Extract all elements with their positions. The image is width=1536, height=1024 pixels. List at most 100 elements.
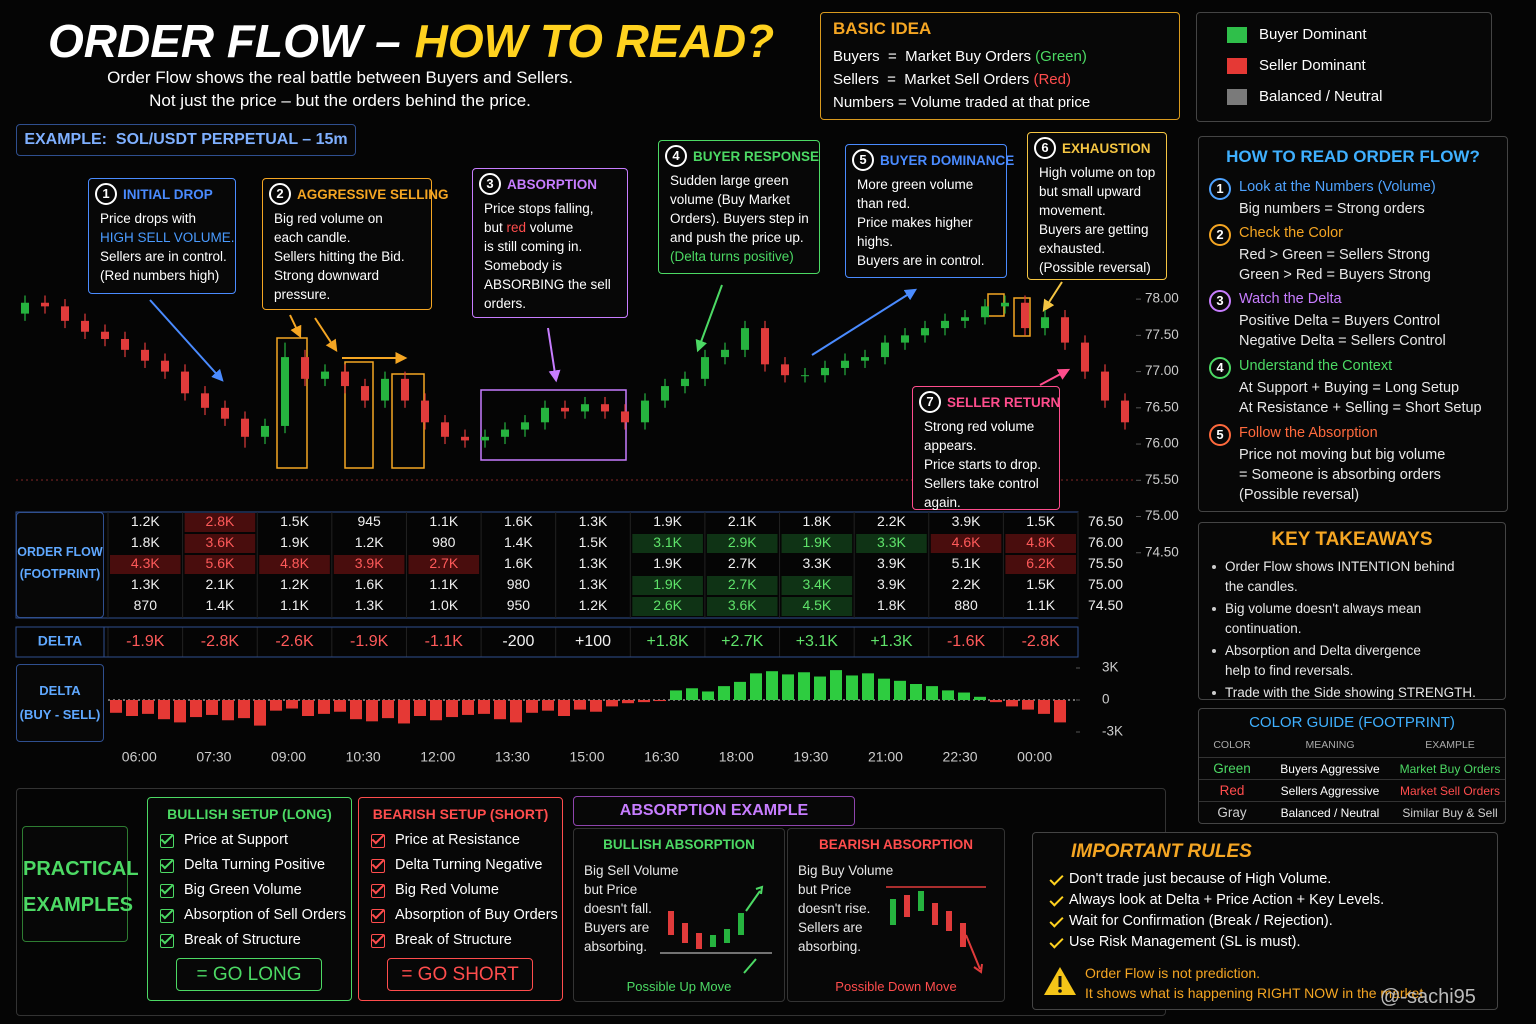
footprint-cell: 4.5K (802, 597, 831, 613)
candle-body (1041, 317, 1049, 329)
candle-body (901, 335, 909, 343)
cell-highlight (632, 576, 703, 595)
text-line: volume (Buy Market (670, 192, 791, 207)
candle-body (701, 357, 709, 379)
text-line: Price not moving but big volume (1239, 447, 1446, 463)
text-segment: Numbers = Volume traded at that price (833, 94, 1091, 111)
setup-item: Big Red Volume (395, 882, 499, 898)
absorption-subtitle: BULLISH ABSORPTION (603, 837, 755, 852)
candle-body (401, 378, 409, 401)
price-level: 75.00 (1088, 576, 1123, 592)
setup-result: = GO SHORT (387, 958, 533, 991)
text-line: Numbers = Volume traded at that price (833, 91, 1090, 114)
setup-item: Big Green Volume (184, 882, 302, 898)
text-line: Order Flow shows the real battle between… (107, 68, 573, 87)
candle-body (681, 378, 689, 387)
annotation-title: BUYER RESPONSE (693, 149, 820, 164)
candle-body (21, 302, 29, 314)
step-title: Look at the Numbers (Volume) (1239, 179, 1436, 195)
text-segment: (Red) (1033, 71, 1071, 88)
legend-swatch (1227, 58, 1247, 74)
footprint-cell: 3.9K (952, 513, 981, 529)
delta-bar (1006, 700, 1018, 707)
delta-bar (446, 700, 458, 718)
delta-bar (974, 696, 986, 700)
candle-body (861, 357, 869, 361)
candle-body (461, 436, 469, 441)
text-line: Orders). Buyers step in (670, 211, 809, 226)
y-tick-label: -3K (1102, 724, 1123, 739)
footprint-cell: 1.6K (504, 555, 533, 571)
candle-body (421, 400, 429, 423)
zone (480, 389, 627, 461)
annotation-lines: High volume on top but small upward moveme… (1039, 163, 1155, 277)
text-line: Price drops with (100, 211, 197, 226)
setup-item: Delta Turning Negative (395, 857, 543, 873)
candle-body (141, 349, 149, 361)
footprint-cell: 1.8K (877, 597, 906, 613)
bullet (1212, 649, 1216, 653)
y-tick-label: 0 (1102, 692, 1110, 707)
zone (1013, 297, 1031, 337)
candle-body (221, 407, 229, 419)
text-line: DELTA (39, 683, 81, 698)
text-line: Price starts to drop. (924, 457, 1042, 472)
cell-highlight (856, 534, 927, 553)
text-line: but Price (798, 882, 852, 897)
candle-body (541, 407, 549, 423)
checkbox (160, 884, 174, 898)
text-line: absorbing. (584, 939, 648, 954)
setup-item: Absorption of Sell Orders (184, 907, 346, 923)
candle-body (501, 429, 509, 437)
footprint-cell: 4.8K (1026, 534, 1055, 550)
text-line: Sellers hitting the Bid. (274, 249, 405, 264)
color-meaning: Balanced / Neutral (1280, 806, 1380, 820)
footprint-cell: 950 (507, 597, 531, 613)
text-segment: red (506, 220, 527, 235)
y-tick-label: 75.00 (1145, 508, 1179, 523)
footprint-cell: 1.9K (653, 576, 682, 592)
title-highlight: HOW TO READ? (414, 15, 775, 67)
arrow (547, 327, 561, 383)
delta-bar (318, 700, 330, 714)
candle-body (1021, 302, 1029, 329)
cell-highlight (632, 534, 703, 553)
text-line: but red volume (484, 218, 611, 237)
text-line: Buyers = Market Buy Orders (Green) (833, 45, 1090, 68)
footprint-cell: 1.9K (653, 555, 682, 571)
checkbox (371, 834, 385, 848)
subtitle: Order Flow shows the real battle between… (40, 66, 640, 112)
footprint-cell: 1.8K (131, 534, 160, 550)
absorption-lines: Big Buy Volume but Price doesn't rise. Sell… (798, 861, 893, 956)
color-name: Gray (1217, 805, 1247, 820)
delta-bar (494, 700, 506, 720)
arrow (811, 288, 918, 356)
absorption-bearish: BEARISH ABSORPTION Big Buy Volume but Pric… (787, 828, 1005, 1002)
delta-bar (846, 675, 858, 700)
footprint-label: ORDER FLOW (FOOTPRINT) (16, 512, 104, 618)
text-line: Price stops falling, (484, 201, 594, 216)
candle-body (881, 342, 889, 358)
text-line: Buyers are getting (1039, 222, 1149, 237)
row-divider (1199, 801, 1505, 802)
delta-bar (750, 673, 762, 700)
absorption-title-text: ABSORPTION EXAMPLE (619, 802, 809, 819)
step-number: 4 (665, 145, 687, 167)
time-label: 19:30 (793, 749, 828, 765)
annotation-title: EXHAUSTION (1062, 141, 1151, 156)
candle-body (581, 404, 589, 412)
time-label: 13:30 (495, 749, 530, 765)
setup-title: BULLISH SETUP (LONG) (167, 806, 332, 822)
footprint-cell: 1.9K (280, 534, 309, 550)
cell-highlight (408, 555, 480, 574)
price-level: 75.50 (1088, 555, 1123, 571)
text-line: movement. (1039, 203, 1106, 218)
step-number: 5 (1209, 424, 1231, 446)
absorption-subtitle: BEARISH ABSORPTION (818, 837, 973, 852)
setup-item: Break of Structure (395, 932, 512, 948)
text-line: Sellers = Market Sell Orders (Red) (833, 68, 1090, 91)
text-segment: Sellers = Market Sell Orders (833, 71, 1034, 88)
annotation: 7 SELLER RETURN Strong red volume appears. P… (912, 386, 1060, 510)
annotation-lines: Sudden large green volume (Buy Market Orde… (670, 171, 809, 266)
bullet (1212, 691, 1216, 695)
